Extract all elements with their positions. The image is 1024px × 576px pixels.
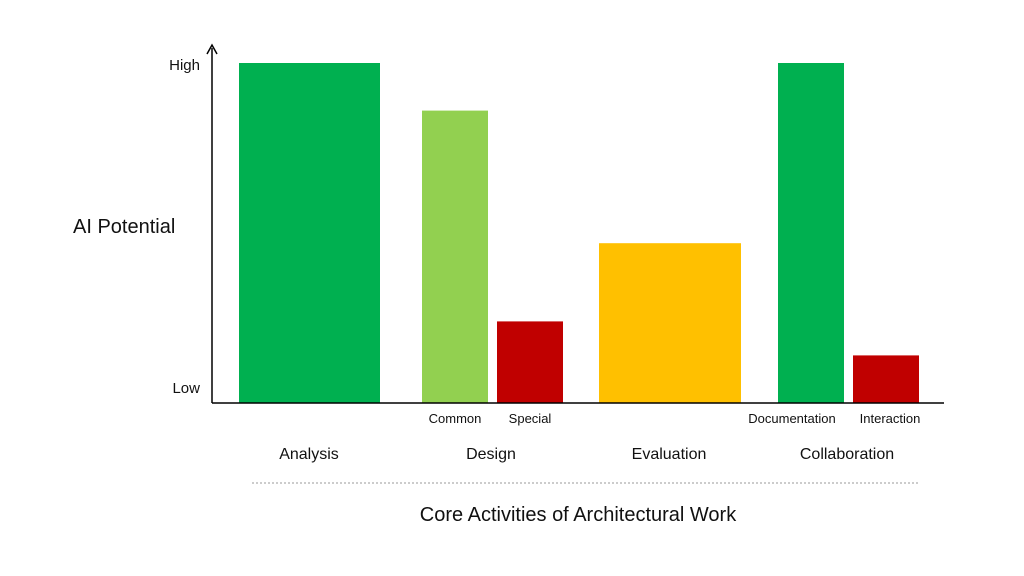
group-label-design: Design [466, 446, 516, 463]
bar-label-interaction: Interaction [860, 411, 921, 426]
bar-labels-layer: Common Special Documentation Interaction [429, 411, 921, 426]
y-tick-high: High [169, 57, 200, 74]
bar-label-special: Special [509, 411, 552, 426]
bar-evaluation [599, 243, 741, 403]
bars-layer [239, 63, 919, 403]
bar-collaboration-documentation [778, 63, 844, 403]
y-axis-label: AI Potential [73, 216, 175, 238]
bar-label-common: Common [429, 411, 482, 426]
group-label-evaluation: Evaluation [632, 446, 707, 463]
bar-label-documentation: Documentation [748, 411, 835, 426]
bar-design-common [422, 110, 488, 403]
group-label-collaboration: Collaboration [800, 446, 894, 463]
group-label-analysis: Analysis [279, 446, 339, 463]
y-tick-low: Low [172, 380, 200, 397]
group-labels-layer: Analysis Design Evaluation Collaboration [279, 446, 894, 463]
y-axis-arrow-icon [206, 43, 218, 55]
bar-design-special [497, 321, 563, 403]
bar-analysis [239, 63, 380, 403]
x-axis-label: Core Activities of Architectural Work [420, 504, 737, 526]
bar-collaboration-interaction [853, 355, 919, 403]
